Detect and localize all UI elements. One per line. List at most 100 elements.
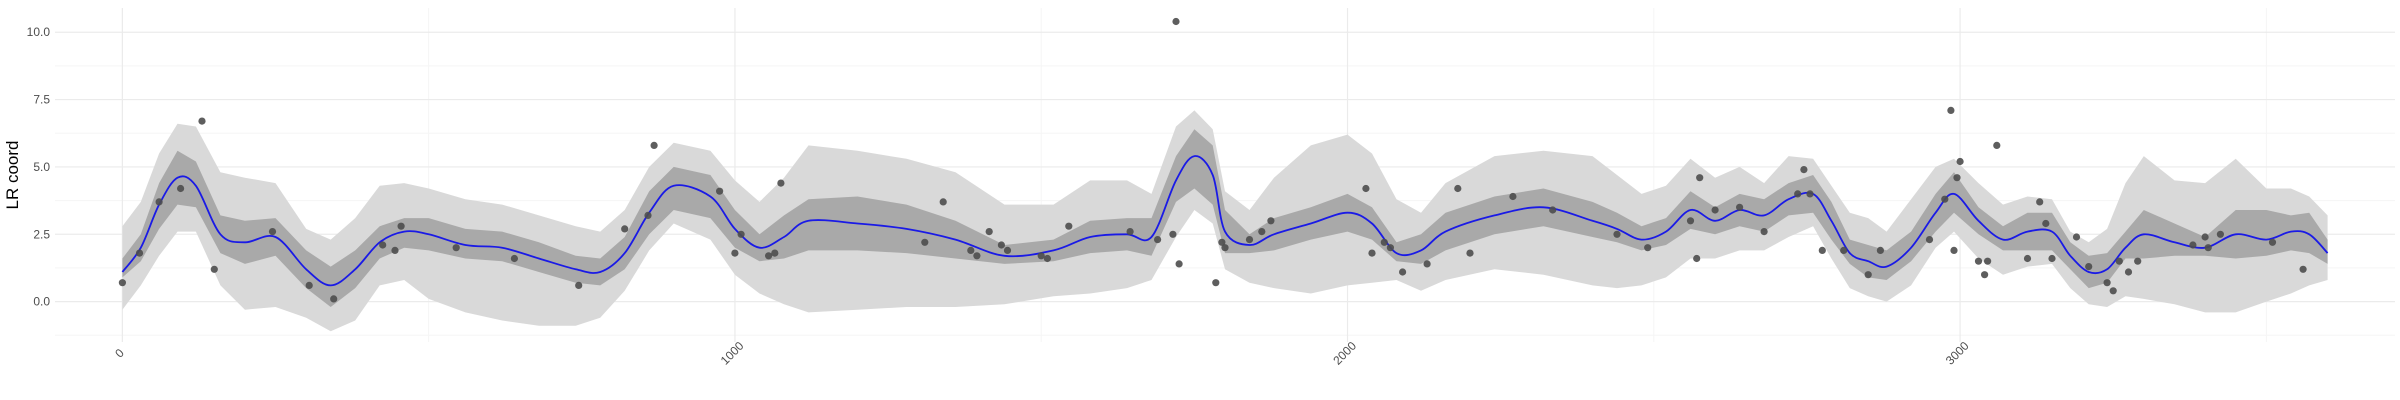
data-point: [1736, 203, 1744, 211]
data-point: [2204, 244, 2212, 252]
data-point: [155, 198, 163, 206]
data-point: [771, 249, 779, 257]
confidence-bands: [122, 110, 2328, 332]
data-point: [1043, 254, 1051, 263]
data-point: [305, 281, 313, 289]
data-point: [1245, 236, 1254, 244]
data-point: [985, 228, 993, 236]
data-point: [1258, 228, 1266, 236]
data-point: [2268, 238, 2277, 246]
data-point: [1794, 190, 1802, 198]
data-point: [135, 249, 144, 257]
data-point: [2072, 233, 2081, 241]
x-tick-label: 0: [112, 346, 127, 361]
data-point: [1454, 184, 1462, 193]
fit-line-layer: [121, 155, 2329, 287]
x-tick-label: 2000: [1330, 339, 1359, 368]
data-point: [1800, 166, 1808, 174]
data-point: [1941, 195, 1949, 203]
data-point: [177, 184, 185, 193]
data-point: [1218, 238, 1226, 246]
data-point: [1172, 17, 1180, 26]
data-point: [1509, 192, 1517, 201]
data-point: [1386, 244, 1394, 252]
data-point: [1267, 217, 1275, 225]
data-point: [765, 252, 773, 260]
data-point: [1953, 174, 1961, 182]
data-point: [644, 211, 652, 219]
y-tick-label: 7.5: [33, 93, 50, 107]
data-point: [2189, 241, 2197, 249]
data-point: [973, 252, 981, 260]
data-point: [2109, 287, 2117, 295]
data-points: [118, 17, 2307, 303]
data-point: [1212, 279, 1220, 287]
data-point: [1950, 246, 1958, 254]
data-point: [2115, 257, 2123, 265]
y-tick-label: 5.0: [33, 160, 50, 174]
data-point: [1154, 236, 1162, 244]
data-point: [2048, 254, 2056, 263]
data-point: [621, 225, 629, 233]
data-point: [731, 249, 739, 257]
data-point: [391, 246, 399, 254]
x-tick-label: 1000: [718, 339, 747, 368]
data-point: [967, 246, 975, 254]
data-point: [997, 241, 1006, 249]
smooth-fit-line: [121, 155, 2329, 287]
data-point: [198, 117, 206, 125]
data-point: [2023, 254, 2032, 263]
data-point: [1760, 228, 1768, 236]
axes: 0.0 2.5 5.0 7.5 10.0 0 1000 2000 3000 LR coord: [3, 25, 1972, 367]
data-point: [1423, 260, 1431, 268]
data-point: [210, 265, 218, 273]
data-point: [1175, 260, 1183, 268]
data-point: [1380, 238, 1388, 246]
data-point: [2085, 263, 2093, 271]
y-tick-label: 0.0: [33, 295, 50, 309]
data-point: [510, 254, 518, 263]
data-point: [1981, 271, 1989, 279]
data-point: [2216, 230, 2224, 238]
data-point: [1711, 206, 1719, 214]
data-point: [268, 228, 277, 236]
data-point: [650, 141, 658, 149]
data-point: [379, 241, 387, 249]
data-point: [2124, 268, 2133, 276]
data-point: [1549, 206, 1557, 214]
grid: [55, 8, 2395, 342]
data-point: [1221, 244, 1229, 252]
data-point: [1466, 249, 1474, 257]
data-point: [1169, 230, 1177, 238]
data-point: [1840, 246, 1848, 254]
data-point: [1806, 190, 1814, 198]
data-point: [737, 230, 745, 238]
data-point: [330, 295, 338, 303]
data-point: [2201, 233, 2209, 241]
data-point: [1126, 228, 1134, 236]
data-point: [575, 281, 583, 289]
data-point: [1925, 236, 1934, 244]
data-point: [2042, 219, 2050, 228]
y-axis-title: LR coord: [3, 141, 22, 210]
y-tick-label: 2.5: [33, 227, 50, 241]
data-point: [1065, 222, 1073, 230]
x-tick-label: 3000: [1943, 339, 1972, 368]
data-point: [1974, 257, 1983, 265]
data-point: [2134, 257, 2142, 265]
data-point: [921, 238, 929, 246]
data-point: [2299, 265, 2307, 273]
data-point: [397, 222, 405, 230]
data-point: [1037, 252, 1045, 260]
data-point: [1876, 246, 1884, 254]
data-point: [1956, 157, 1964, 166]
data-point: [1613, 230, 1621, 238]
data-point: [1003, 246, 1012, 254]
data-point: [118, 279, 126, 287]
y-tick-label: 10.0: [27, 25, 51, 39]
data-point: [1686, 217, 1695, 225]
data-point: [1993, 141, 2001, 149]
data-point: [1818, 246, 1826, 254]
